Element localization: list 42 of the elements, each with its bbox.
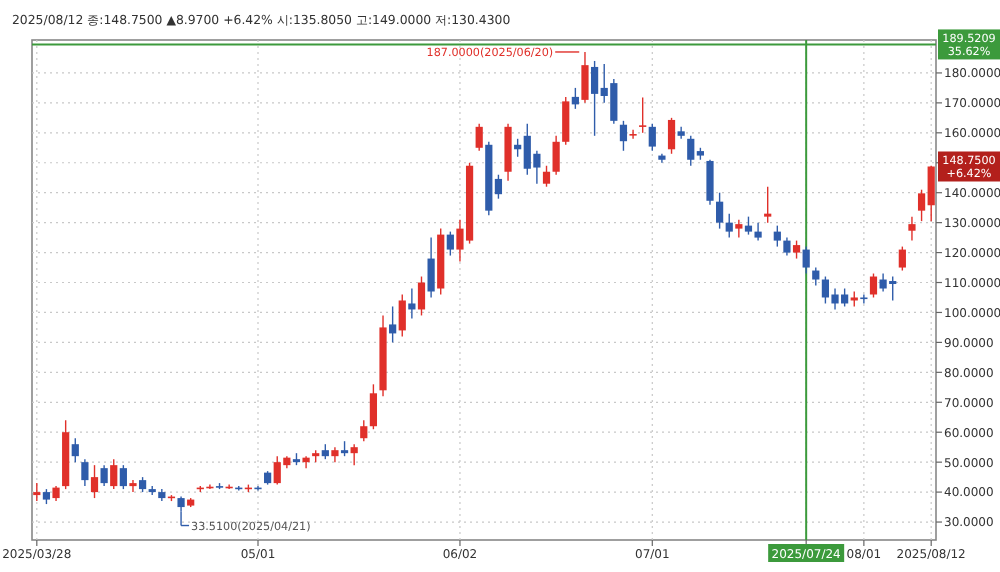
candlestick (398, 293, 406, 338)
candlestick (504, 123, 512, 182)
candlestick (369, 383, 378, 430)
candlestick (773, 224, 781, 248)
candlestick (542, 165, 551, 188)
candlestick (619, 120, 628, 152)
candlestick (735, 218, 743, 239)
candlestick (33, 482, 41, 502)
candlestick (562, 96, 570, 146)
candlestick (869, 272, 878, 299)
candlestick (475, 123, 483, 152)
candlestick (571, 87, 579, 110)
candlestick (350, 443, 358, 466)
candlestick (706, 159, 714, 206)
candlestick (754, 221, 762, 242)
candlestick (90, 464, 99, 499)
candlestick (129, 479, 137, 493)
candlestick (100, 464, 108, 487)
candlestick (427, 236, 435, 299)
candlestick (908, 215, 916, 242)
candlestick (552, 135, 560, 176)
candlestick (860, 293, 868, 305)
candlestick (725, 212, 733, 239)
candlestick (629, 129, 637, 140)
candlestick (417, 275, 426, 317)
candlestick (110, 458, 118, 490)
candlestick (581, 51, 589, 104)
candlestick (898, 245, 906, 272)
candlestick (360, 419, 368, 442)
candlestick (408, 287, 416, 320)
candlestick (639, 96, 647, 134)
candlestick (667, 117, 676, 155)
candlestick (648, 123, 656, 152)
candlestick (389, 305, 397, 344)
candlestick (71, 437, 79, 463)
candlestick (446, 230, 454, 257)
candlestick (716, 191, 724, 230)
candlestick (764, 186, 772, 224)
candlestick (81, 458, 89, 487)
candlestick (802, 245, 810, 275)
candlestick (119, 464, 127, 490)
candlestick (302, 455, 310, 469)
